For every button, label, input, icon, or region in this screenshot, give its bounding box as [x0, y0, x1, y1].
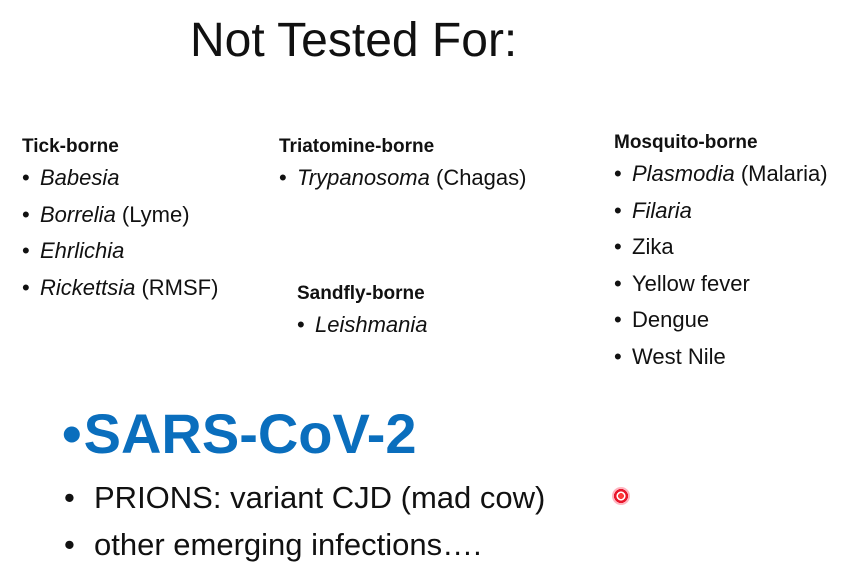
item-note: Yellow fever [632, 270, 750, 296]
list-item: other emerging infections…. [64, 521, 545, 568]
item-note: West Nile [632, 343, 726, 369]
organism-name: Filaria [632, 197, 692, 223]
list-item: Leishmania [297, 307, 428, 344]
item-note: (Lyme) [115, 201, 190, 227]
list-item: Babesia [22, 160, 218, 197]
group-mosquito-borne: Mosquito-borne Plasmodia (Malaria) Filar… [614, 131, 828, 375]
list-item: PRIONS: variant CJD (mad cow) [64, 474, 545, 521]
item-note: Dengue [632, 307, 710, 332]
list-item: Plasmodia (Malaria) [614, 156, 828, 193]
list-tick-borne: Babesia Borrelia (Lyme) Ehrlichia Ricket… [22, 160, 218, 306]
organism-name: Plasmodia [632, 161, 735, 186]
group-heading-sandfly-borne: Sandfly-borne [297, 283, 425, 304]
list-item: Trypanosoma (Chagas) [279, 160, 526, 197]
group-triatomine-borne: Triatomine-borne Trypanosoma (Chagas) [279, 135, 526, 197]
list-item: Ehrlichia [22, 233, 218, 270]
organism-name: Trypanosoma [297, 165, 430, 190]
group-tick-borne: Tick-borne Babesia Borrelia (Lyme) Ehrli… [22, 135, 218, 306]
organism-name: Leishmania [315, 312, 428, 337]
organism-name: Borrelia [40, 201, 116, 227]
list-item: Rickettsia (RMSF) [22, 270, 218, 307]
item-note: (Chagas) [429, 165, 527, 190]
list-item: Dengue [614, 302, 828, 339]
highlight-sars-cov-2: •SARS-CoV-2 [62, 402, 417, 466]
group-heading-mosquito-borne: Mosquito-borne [614, 132, 758, 153]
list-mosquito-borne: Plasmodia (Malaria) Filaria Zika Yellow … [614, 156, 828, 375]
bullet-dot: • [62, 402, 82, 465]
organism-name: Babesia [40, 165, 120, 190]
laser-pointer-icon [612, 487, 630, 505]
item-note: Zika [632, 234, 674, 259]
list-item: Yellow fever [614, 266, 828, 303]
organism-name: Ehrlichia [40, 238, 125, 263]
bottom-list: PRIONS: variant CJD (mad cow) other emer… [64, 474, 545, 568]
organism-name: Rickettsia [40, 274, 136, 300]
list-item: Filaria [614, 193, 828, 230]
list-sandfly-borne: Leishmania [297, 307, 428, 344]
list-item: Zika [614, 229, 828, 266]
group-heading-tick-borne: Tick-borne [22, 136, 119, 157]
slide-title: Not Tested For: [190, 14, 518, 67]
item-note: (Malaria) [734, 161, 828, 186]
group-sandfly-borne: Sandfly-borne Leishmania [297, 282, 428, 344]
group-heading-triatomine-borne: Triatomine-borne [279, 136, 435, 157]
item-note: (RMSF) [135, 274, 219, 300]
list-item: West Nile [614, 339, 828, 376]
highlight-text: SARS-CoV-2 [83, 402, 417, 465]
list-triatomine-borne: Trypanosoma (Chagas) [279, 160, 526, 197]
list-item: Borrelia (Lyme) [22, 197, 218, 234]
